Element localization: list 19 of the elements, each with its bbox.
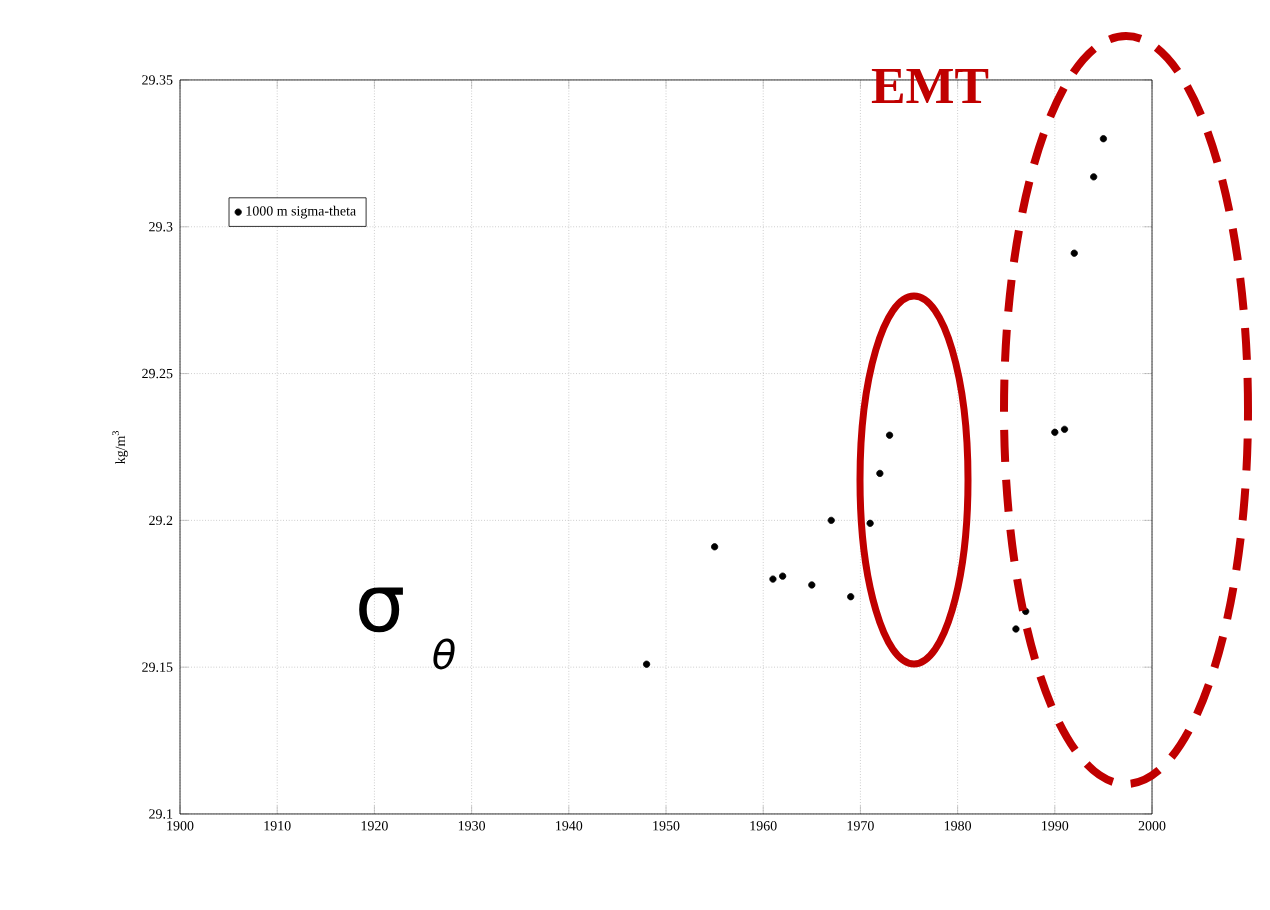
point [769,575,777,583]
point [1070,249,1078,257]
point [885,431,894,439]
point [779,572,787,580]
point [711,543,719,551]
annotation: θ [433,638,455,670]
point [1060,425,1069,433]
point [1012,625,1020,633]
point [827,516,835,524]
point [642,660,651,668]
point [876,469,884,477]
annotation: σ [359,587,403,633]
point [1051,428,1059,436]
point [847,593,855,601]
point [1090,173,1098,181]
point [808,581,816,589]
point [866,519,874,527]
point [1099,135,1108,143]
annotation: EMT [871,69,989,103]
